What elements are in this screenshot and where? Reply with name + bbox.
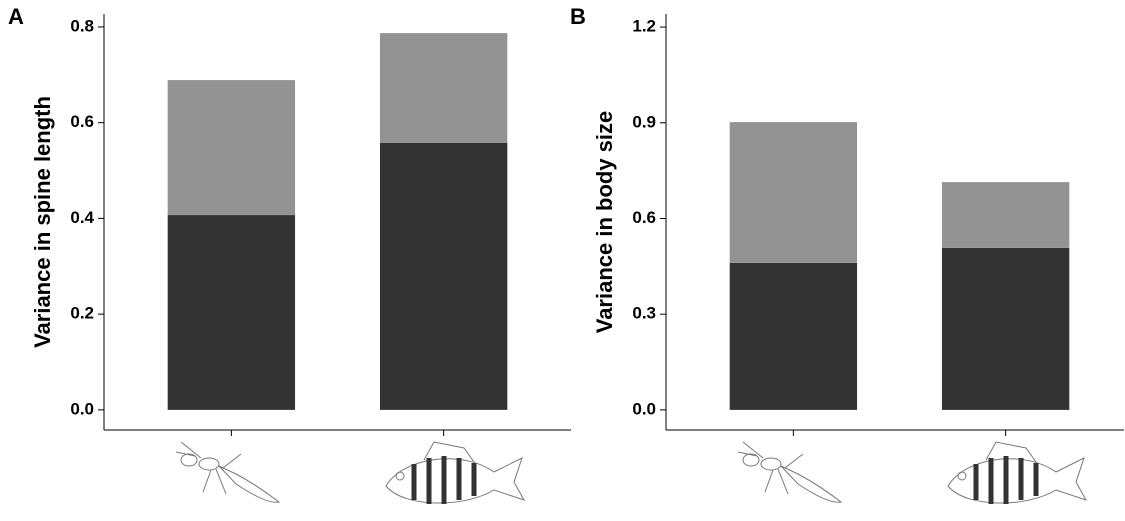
y-tick-label: 0.6 <box>632 208 656 227</box>
bar-segment <box>380 33 507 143</box>
panel-label: A <box>8 4 24 29</box>
y-tick-label: 1.2 <box>632 17 656 36</box>
bar-segment <box>942 248 1069 410</box>
bar-segment <box>942 182 1069 248</box>
bar-segment <box>380 143 507 410</box>
y-tick-label: 0.0 <box>70 399 94 418</box>
y-tick-label: 0.6 <box>70 112 94 131</box>
insect-icon <box>176 442 279 502</box>
insect-icon <box>738 442 841 502</box>
y-tick-label: 0.4 <box>70 208 94 227</box>
y-tick-label: 0.9 <box>632 112 656 131</box>
fish-icon <box>386 442 524 504</box>
bar-segment <box>168 215 295 410</box>
icons <box>176 442 1086 504</box>
y-tick-label: 0.0 <box>632 399 656 418</box>
y-axis-label: Variance in body size <box>592 111 617 334</box>
bar-segment <box>168 80 295 215</box>
figure: A Variance in spine length 0.0 0.2 0.4 0.6 0.8… <box>0 0 1125 521</box>
panel-label: B <box>570 4 586 29</box>
bar-segment <box>730 263 857 410</box>
y-tick-label: 0.8 <box>70 16 94 35</box>
fish-icon <box>948 442 1086 504</box>
bar-segment <box>730 122 857 263</box>
y-tick-label: 0.3 <box>632 304 656 323</box>
y-tick-label: 0.2 <box>70 304 94 323</box>
y-axis-label: Variance in spine length <box>30 96 55 348</box>
